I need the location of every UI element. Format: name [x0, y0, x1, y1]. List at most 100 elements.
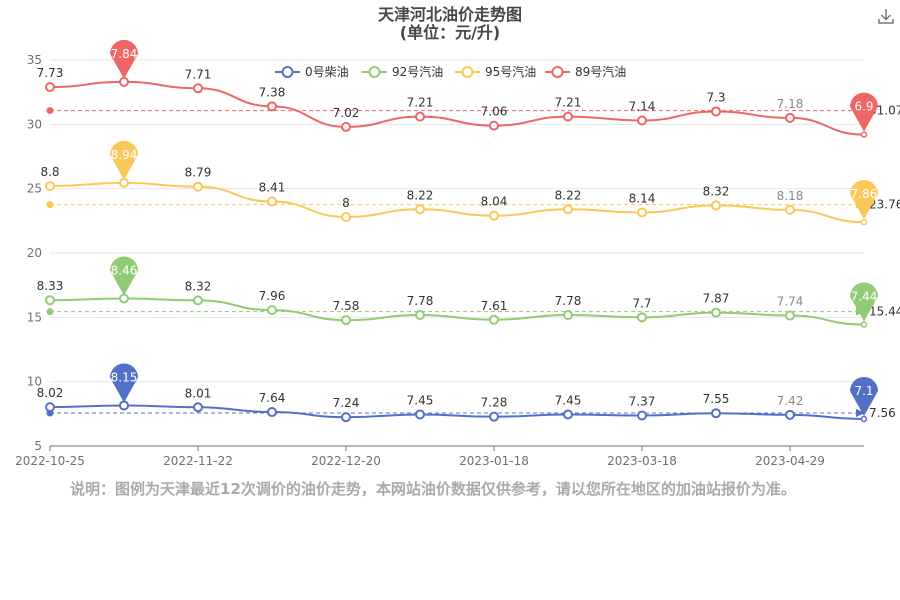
data-point: [860, 131, 868, 138]
data-point: [193, 83, 203, 94]
data-point: [415, 409, 425, 420]
data-point: [860, 321, 868, 328]
data-point: [45, 402, 55, 413]
legend-label: 92号汽油: [392, 64, 443, 79]
data-label: 7.21: [407, 96, 434, 110]
data-point: [785, 409, 795, 420]
data-label: 7.3: [706, 90, 725, 104]
legend-label: 95号汽油: [485, 64, 536, 79]
legend-symbol: [281, 66, 294, 78]
data-point: [45, 82, 55, 93]
data-point: [563, 409, 573, 420]
data-label: 7.21: [555, 96, 582, 110]
legend-item[interactable]: 0号柴油: [275, 65, 349, 79]
data-label: 8: [342, 196, 350, 210]
max-marker: [110, 256, 138, 296]
data-point: [489, 210, 499, 221]
average-label: 7.56: [869, 406, 896, 420]
y-axis: 5 10 15 20 25 30 35: [27, 53, 42, 453]
max-marker: [110, 363, 138, 403]
min-marker: [850, 376, 878, 416]
data-label: 7.28: [481, 396, 508, 410]
data-point: [341, 211, 351, 222]
data-point: [119, 400, 129, 411]
data-label: 8.22: [555, 188, 582, 202]
legend-symbol: [461, 66, 474, 78]
max-marker-label: 8.94: [111, 148, 138, 162]
x-tick-label: 2022-11-22: [163, 454, 233, 468]
chart-subtitle: (单位：元/升): [400, 23, 500, 42]
x-tick-label: 2022-10-25: [15, 454, 85, 468]
data-label: 7.24: [333, 396, 360, 410]
x-axis: 2022-10-25 2022-11-22 2022-12-20 2023-01-18…: [15, 446, 825, 468]
data-point: [637, 312, 647, 323]
y-tick-label: 15: [27, 310, 42, 324]
legend[interactable]: 0号柴油 92号汽油 95号汽油 89号汽油: [275, 64, 626, 79]
data-point: [860, 415, 868, 423]
data-point: [45, 181, 55, 192]
max-marker: [110, 140, 138, 180]
max-marker: [110, 39, 138, 79]
data-point: [785, 204, 795, 215]
data-point: [267, 101, 277, 112]
y-tick-label: 25: [27, 182, 42, 196]
y-tick-label: 35: [27, 53, 42, 67]
legend-symbol: [368, 66, 381, 78]
data-point: [563, 204, 573, 215]
data-point: [563, 310, 573, 321]
max-marker-label: 8.46: [111, 264, 138, 278]
data-point: [637, 207, 647, 218]
min-marker-label: 6.9: [854, 100, 873, 114]
data-point: [193, 295, 203, 306]
data-point: [267, 407, 277, 418]
y-tick-label: 5: [34, 439, 42, 453]
data-point: [711, 200, 721, 211]
average-line-arrow: [856, 409, 865, 418]
y-tick-label: 30: [27, 117, 42, 131]
legend-item[interactable]: 95号汽油: [455, 64, 536, 79]
data-label: 7.06: [481, 105, 508, 119]
min-marker: [850, 282, 878, 322]
average-label: 23.76: [869, 198, 900, 212]
data-point: [341, 315, 351, 326]
x-tick-label: 2023-04-29: [755, 454, 825, 468]
data-point: [563, 111, 573, 122]
legend-item[interactable]: 92号汽油: [362, 64, 443, 79]
data-label: 8.8: [40, 165, 59, 179]
data-label: 8.79: [185, 166, 212, 180]
data-label: 8.01: [185, 386, 212, 400]
chart-note: 说明：图例为天津最近12次调价的油价走势，本网站油价数据仅供参考，请以您所在地区…: [70, 480, 796, 498]
min-marker: [850, 180, 878, 220]
data-point: [637, 115, 647, 126]
data-label: 8.14: [629, 191, 656, 205]
data-point: [341, 121, 351, 132]
data-label: 8.02: [37, 386, 64, 400]
data-label: 7.37: [629, 395, 656, 409]
data-label: 7.18: [777, 97, 804, 111]
y-tick-label: 20: [27, 246, 42, 260]
y-tick-label: 10: [27, 375, 42, 389]
data-label: 7.64: [259, 391, 286, 405]
data-label: 7.02: [333, 106, 360, 120]
data-point: [860, 218, 868, 226]
data-label: 7.45: [407, 393, 434, 407]
data-point: [415, 111, 425, 122]
min-marker-label: 7.44: [851, 290, 878, 304]
data-point: [341, 412, 351, 423]
max-marker-label: 7.84: [111, 47, 138, 61]
data-point: [119, 76, 129, 87]
data-label: 7.45: [555, 393, 582, 407]
data-point: [415, 310, 425, 321]
legend-item[interactable]: 89号汽油: [545, 64, 626, 79]
x-tick-label: 2022-12-20: [311, 454, 381, 468]
download-icon[interactable]: [878, 9, 894, 24]
legend-label: 0号柴油: [305, 65, 349, 79]
data-label: 7.14: [629, 99, 656, 113]
data-point: [489, 314, 499, 325]
data-label: 8.18: [777, 189, 804, 203]
data-label: 8.22: [407, 188, 434, 202]
data-point: [193, 402, 203, 413]
data-label: 8.33: [37, 279, 64, 293]
